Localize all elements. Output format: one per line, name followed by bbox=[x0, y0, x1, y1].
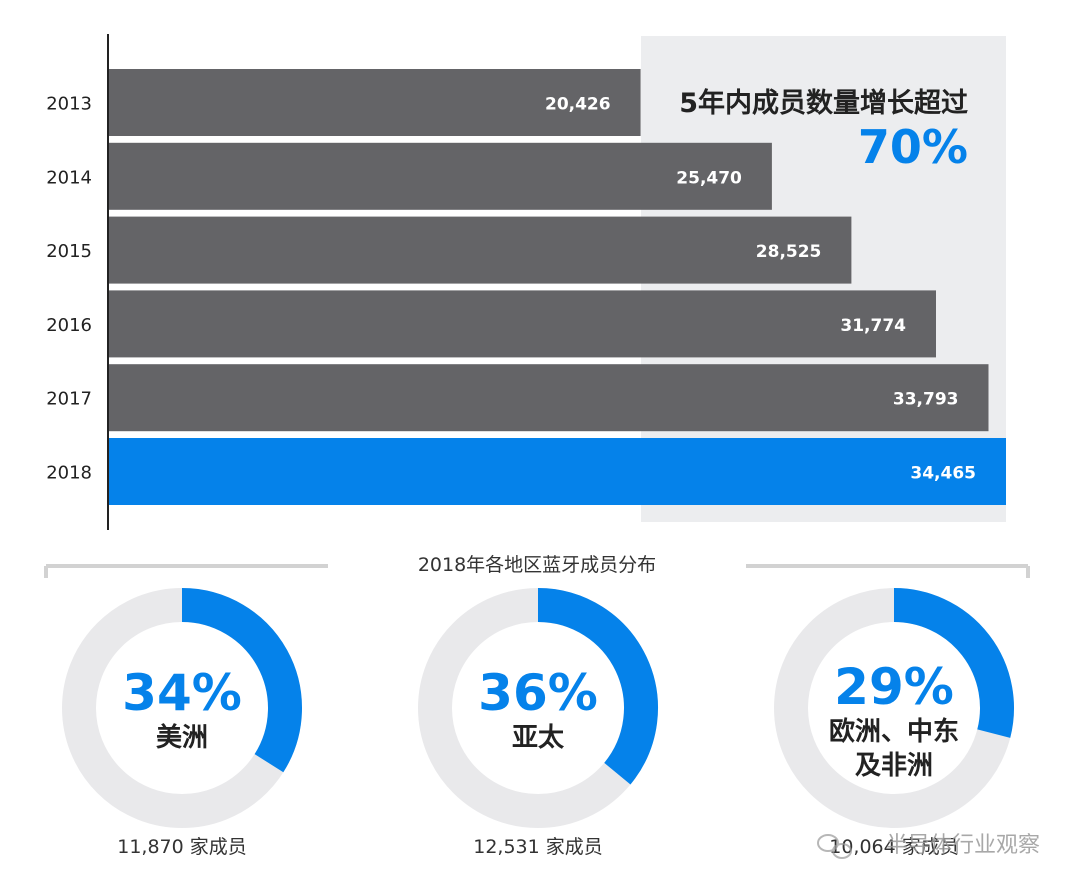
bar-2015 bbox=[109, 216, 852, 284]
donut-region-label: 及非洲 bbox=[855, 751, 933, 781]
distribution-title: 2018年各地区蓝牙成员分布 bbox=[418, 554, 656, 576]
bar-value-label-2018: 34,465 bbox=[910, 464, 976, 484]
region-donuts: 34%美洲 11,870 家成员 36%亚太 12,531 家成员 29%欧洲、中东及非… bbox=[62, 588, 1014, 858]
donut-percent: 29% bbox=[834, 658, 954, 716]
bar-2014 bbox=[109, 142, 772, 210]
donut-members-label: 12,531 家成员 bbox=[473, 836, 603, 858]
donut-percent: 36% bbox=[478, 664, 598, 722]
donut-slice-arc bbox=[893, 588, 1014, 738]
year-label-2016: 2016 bbox=[46, 315, 92, 336]
growth-annotation-value: 70% bbox=[858, 120, 968, 174]
donut-region-label: 欧洲、中东 bbox=[829, 716, 959, 747]
year-label-2013: 2013 bbox=[46, 94, 92, 115]
bar-value-label-2013: 20,426 bbox=[545, 95, 611, 115]
bar-value-label-2017: 33,793 bbox=[893, 390, 959, 410]
donut-slice-arc bbox=[181, 588, 302, 773]
year-label-2017: 2017 bbox=[46, 389, 92, 410]
donut-members-label: 11,870 家成员 bbox=[117, 836, 247, 858]
donut-percent: 34% bbox=[122, 664, 242, 722]
donut-1: 34%美洲 11,870 家成员 bbox=[62, 588, 302, 858]
bar-2017 bbox=[109, 364, 989, 432]
bar-2016 bbox=[109, 290, 936, 358]
wechat-icon bbox=[817, 834, 852, 859]
bar-value-label-2016: 31,774 bbox=[840, 316, 906, 336]
year-label-2014: 2014 bbox=[46, 167, 92, 188]
growth-annotation-text: 5年内成员数量增长超过 bbox=[679, 87, 968, 119]
bar-2018 bbox=[109, 438, 1006, 505]
year-label-2015: 2015 bbox=[46, 241, 92, 262]
bar-value-label-2014: 25,470 bbox=[676, 168, 742, 188]
donut-members-label: 10,064 家成员 bbox=[829, 836, 959, 858]
donut-2: 36%亚太 12,531 家成员 bbox=[418, 588, 658, 858]
bar-value-label-2015: 28,525 bbox=[756, 242, 822, 262]
bar-2013 bbox=[109, 69, 641, 136]
bar-chart: 2013 20,426 2014 25,470 2015 28,525 2016 31,774… bbox=[46, 69, 1006, 505]
donut-slice-arc bbox=[537, 588, 658, 785]
watermark-text: 半导体行业观察 bbox=[886, 833, 1040, 858]
donut-region-label: 亚太 bbox=[512, 723, 565, 753]
donut-region-label: 美洲 bbox=[156, 722, 208, 753]
year-label-2018: 2018 bbox=[46, 463, 92, 484]
